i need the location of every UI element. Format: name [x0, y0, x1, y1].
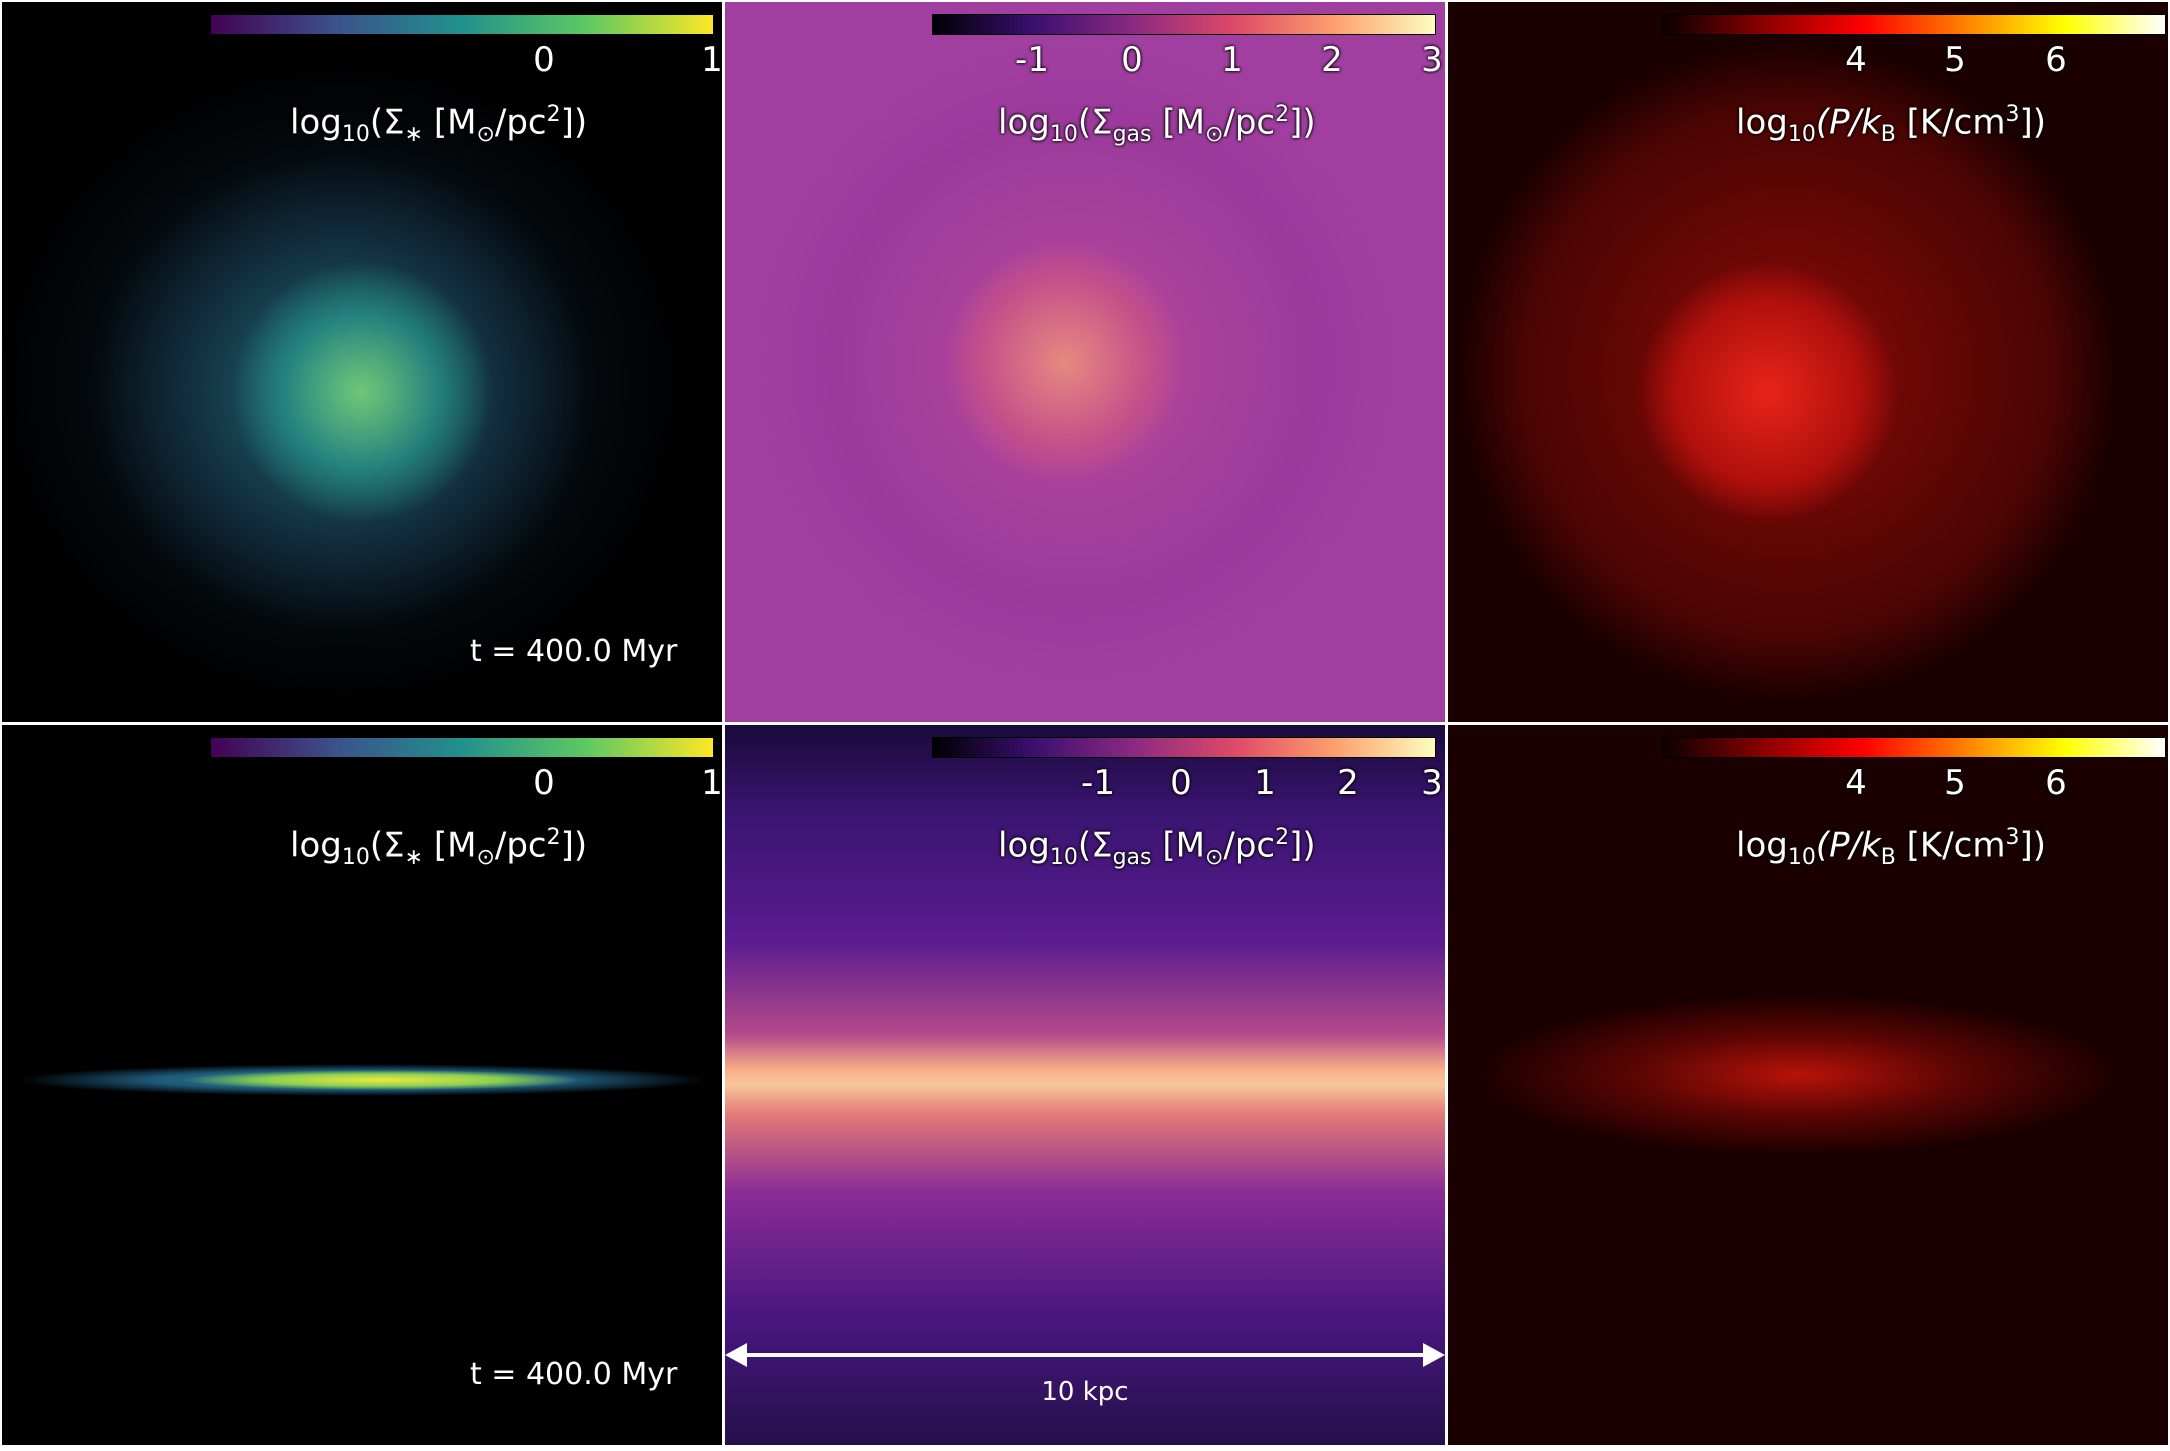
colorbar-tick: 1: [701, 763, 722, 803]
pressure-face-on-panel: 4 5 6 log10(P/kB [K/cm3]): [1448, 2, 2168, 722]
pressure-edge-on-panel: 4 5 6 log10(P/kB [K/cm3]): [1448, 725, 2168, 1445]
scale-bar-label: 10 kpc: [1041, 1377, 1129, 1407]
pressure-colorbar: [1662, 14, 2166, 35]
gas-colorbar: [932, 14, 1436, 35]
colorbar-tick: 5: [1944, 40, 1966, 80]
time-label: t = 400.0 Myr: [470, 634, 678, 669]
scale-bar-arrow: [725, 1343, 1445, 1367]
colorbar-tick: 3: [1421, 40, 1443, 80]
colorbar-tick: -1: [1081, 763, 1115, 803]
stellar-colorbar-label: log10(Σ∗ [M⊙/pc2]): [290, 102, 588, 148]
pressure-colorbar-label: log10(P/kB [K/cm3]): [1736, 825, 2047, 871]
colorbar-tick: 1: [1221, 40, 1243, 80]
stellar-colorbar: [210, 14, 714, 35]
stellar-face-on-panel: 0 1 log10(Σ∗ [M⊙/pc2]) t = 400.0 Myr: [2, 2, 722, 722]
pressure-colorbar: [1662, 737, 2166, 758]
colorbar-tick: -1: [1015, 40, 1049, 80]
colorbar-tick: 1: [1254, 763, 1276, 803]
stellar-edge-on-panel: 0 1 log10(Σ∗ [M⊙/pc2]) t = 400.0 Myr: [2, 725, 722, 1445]
colorbar-tick: 3: [1421, 763, 1443, 803]
colorbar-tick: 5: [1944, 763, 1966, 803]
stellar-colorbar: [210, 737, 714, 758]
gas-colorbar-label: log10(Σgas [M⊙/pc2]): [998, 825, 1316, 871]
colorbar-tick: 6: [2045, 40, 2067, 80]
time-label: t = 400.0 Myr: [470, 1357, 678, 1392]
colorbar-tick: 1: [701, 40, 722, 80]
colorbar-tick: 4: [1845, 763, 1867, 803]
colorbar-tick: 2: [1337, 763, 1359, 803]
colorbar-tick: 0: [533, 763, 555, 803]
colorbar-tick: 2: [1321, 40, 1343, 80]
colorbar-tick: 4: [1845, 40, 1867, 80]
colorbar-tick: 0: [533, 40, 555, 80]
gas-colorbar: [932, 737, 1436, 758]
colorbar-tick: 0: [1170, 763, 1192, 803]
gas-face-on-panel: -1 0 1 2 3 log10(Σgas [M⊙/pc2]): [725, 2, 1445, 722]
stellar-colorbar-label: log10(Σ∗ [M⊙/pc2]): [290, 825, 588, 871]
pressure-colorbar-label: log10(P/kB [K/cm3]): [1736, 102, 2047, 148]
gas-edge-on-panel: -1 0 1 2 3 log10(Σgas [M⊙/pc2]) 10 kpc: [725, 725, 1445, 1445]
gas-colorbar-label: log10(Σgas [M⊙/pc2]): [998, 102, 1316, 148]
colorbar-tick: 0: [1121, 40, 1143, 80]
colorbar-tick: 6: [2045, 763, 2067, 803]
